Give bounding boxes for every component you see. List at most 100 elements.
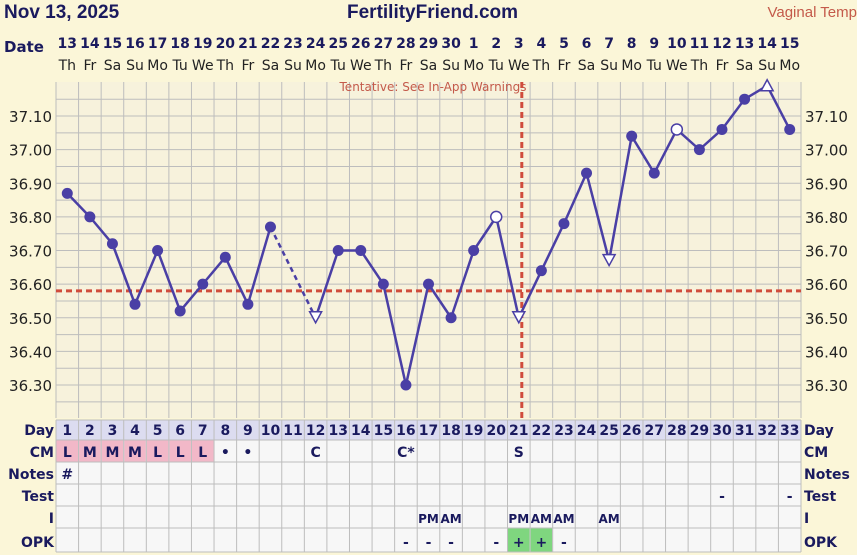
date-label: 14 xyxy=(757,36,777,52)
temp-point xyxy=(332,245,344,256)
weekday-label: Mo xyxy=(305,58,326,74)
temp-line-segment xyxy=(111,243,137,305)
temp-point-open xyxy=(670,123,684,136)
weekday-label: Th xyxy=(374,58,392,74)
cell-day: 31 xyxy=(735,423,754,439)
temp-line-segment xyxy=(179,283,204,312)
row-background-test xyxy=(56,484,801,506)
temp-line-dashed xyxy=(269,226,317,319)
weekday-label: We xyxy=(508,58,530,74)
cell-cm: • xyxy=(243,445,252,461)
y-tick-label-right: 36.40 xyxy=(805,343,848,361)
date-label: 9 xyxy=(649,36,659,52)
cell-cm: C* xyxy=(397,445,415,461)
cell-highlight-cm xyxy=(169,440,191,462)
cell-day: 18 xyxy=(441,423,460,439)
cell-cm: M xyxy=(128,445,142,461)
weekday-label: Sa xyxy=(578,58,595,74)
cell-highlight-cm xyxy=(56,440,79,462)
weekday-label: Mo xyxy=(463,58,484,74)
weekday-label: Mo xyxy=(147,58,168,74)
temp-line-segment xyxy=(766,85,791,131)
temp-point xyxy=(400,379,412,391)
weekday-label: Tu xyxy=(488,58,504,74)
temp-point xyxy=(784,123,796,135)
y-tick-label-right: 36.70 xyxy=(805,243,848,261)
temp-line-segment xyxy=(472,216,498,252)
weekday-label: Sa xyxy=(262,58,279,74)
cell-day: 9 xyxy=(243,423,253,439)
cell-intercourse: PM xyxy=(418,512,439,526)
row-label-right-opk: OPK xyxy=(804,535,838,551)
cell-cm: S xyxy=(514,445,524,461)
row-label-left-intercourse: I xyxy=(49,511,54,527)
cell-highlight-cm xyxy=(101,440,124,462)
cell-day: 22 xyxy=(532,423,551,439)
date-label: 24 xyxy=(306,36,326,52)
cell-day: 25 xyxy=(599,423,618,439)
cell-day: 21 xyxy=(509,423,528,439)
date-label: 3 xyxy=(514,36,524,52)
temp-line-segment xyxy=(382,283,408,386)
y-tick-label-left: 36.70 xyxy=(9,243,52,261)
chart-date: Nov 13, 2025 xyxy=(4,2,120,23)
weekday-label: Sa xyxy=(104,58,121,74)
cell-highlight-opk xyxy=(508,528,530,552)
row-label-right-intercourse: I xyxy=(804,511,809,527)
y-tick-label-right: 36.50 xyxy=(805,310,848,328)
date-label: 28 xyxy=(396,36,415,52)
cell-cm: L xyxy=(176,445,185,461)
cell-opk: - xyxy=(493,535,499,551)
temp-point-excluded xyxy=(601,253,617,268)
temp-point xyxy=(445,312,457,324)
row-label-right-day: Day xyxy=(804,423,834,439)
temp-point xyxy=(581,167,593,179)
weekday-label: We xyxy=(350,58,372,74)
date-label: 19 xyxy=(193,36,212,52)
y-tick-label-right: 36.80 xyxy=(805,209,848,227)
weekday-label: Su xyxy=(442,58,460,74)
date-label: 13 xyxy=(735,36,754,52)
cell-cm: L xyxy=(63,445,72,461)
date-label: 30 xyxy=(441,36,461,52)
cell-day: 26 xyxy=(622,423,641,439)
y-tick-label-left: 36.50 xyxy=(9,310,52,328)
date-label: 29 xyxy=(419,36,438,52)
cell-day: 4 xyxy=(130,423,140,439)
cell-cm: M xyxy=(83,445,97,461)
temp-line-segment xyxy=(427,283,453,319)
cell-day: 8 xyxy=(220,423,230,439)
weekday-label: Fr xyxy=(83,58,96,74)
temp-point xyxy=(197,278,209,290)
date-label: 1 xyxy=(469,36,479,52)
temp-point xyxy=(264,221,276,233)
date-label: 4 xyxy=(537,36,547,52)
cell-cm: M xyxy=(105,445,119,461)
weekday-label: Th xyxy=(532,58,550,74)
date-label: 5 xyxy=(559,36,569,52)
weekday-label: Fr xyxy=(716,58,729,74)
cell-day: 15 xyxy=(374,423,393,439)
date-label: 23 xyxy=(283,36,302,52)
date-label: 27 xyxy=(374,36,393,52)
y-tick-label-left: 36.40 xyxy=(9,343,52,361)
row-label-left-cm: CM xyxy=(30,445,54,461)
cell-intercourse: AM xyxy=(531,512,552,526)
row-background-day xyxy=(56,420,801,440)
cell-test: - xyxy=(787,489,793,505)
temp-line-segment xyxy=(314,250,340,319)
temp-line-segment xyxy=(133,250,159,305)
temp-point xyxy=(468,245,480,256)
cell-day: 6 xyxy=(175,423,185,439)
date-label: 25 xyxy=(328,36,347,52)
cell-day: 30 xyxy=(712,423,732,439)
date-label: 8 xyxy=(627,36,637,52)
temp-point xyxy=(355,245,367,256)
cell-day: 5 xyxy=(153,423,163,439)
temp-point xyxy=(61,187,73,199)
date-label: 10 xyxy=(667,36,687,52)
temp-point-open xyxy=(489,210,503,224)
weekday-label: Tu xyxy=(172,58,188,74)
y-tick-label-right: 36.30 xyxy=(805,377,848,395)
